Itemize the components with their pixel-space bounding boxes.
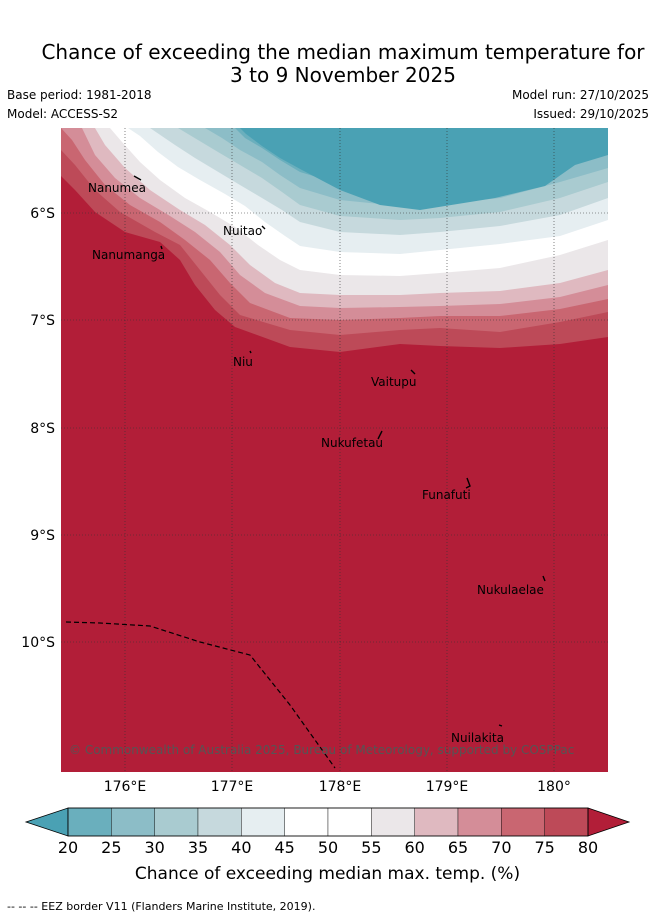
- islands: [133, 175, 546, 727]
- colorbar-swatch: [327, 807, 372, 837]
- eez-border: [65, 621, 336, 769]
- colorbar-label: Chance of exceeding median max. temp. (%…: [134, 864, 521, 884]
- graticule: [61, 128, 608, 772]
- island-nuitao: [261, 225, 266, 230]
- place-label: Nuitao: [223, 224, 262, 238]
- colorbar-swatch: [197, 807, 242, 837]
- island-nukulaelae: [542, 575, 546, 582]
- colorbar-swatch: [544, 807, 589, 837]
- place-label: Nuilakita: [451, 731, 504, 745]
- colorbar-tick: 35: [188, 838, 208, 857]
- lon-axis: 176°E 177°E 178°E 179°E 180°: [104, 779, 571, 795]
- contour-band-below-20: [240, 128, 608, 210]
- copyright-notice: © Commonwealth of Australia 2025, Bureau…: [69, 743, 574, 757]
- issued-date: Issued: 29/10/2025: [533, 107, 649, 121]
- colorbar-tick: 75: [534, 838, 554, 857]
- colorbar-swatch: [414, 807, 459, 837]
- lat-tick-label: 10°S: [21, 635, 55, 651]
- place-label: Nanumea: [88, 181, 146, 195]
- place-label: Funafuti: [422, 488, 471, 502]
- colorbar-tick: 60: [404, 838, 424, 857]
- chart-title: Chance of exceeding the median maximum t…: [0, 41, 655, 87]
- place-label: Nukufetau: [321, 436, 383, 450]
- lat-tick-label: 9°S: [30, 528, 55, 544]
- colorbar-tick: 50: [318, 838, 338, 857]
- title-line-1: Chance of exceeding the median maximum t…: [41, 40, 645, 64]
- lat-tick-label: 6°S: [30, 206, 55, 222]
- footer-note: -- -- -- EEZ border V11 (Flanders Marine…: [7, 900, 316, 913]
- colorbar-tick: 20: [58, 838, 78, 857]
- place-label: Nanumanga: [92, 248, 165, 262]
- colorbar-tick: 65: [448, 838, 468, 857]
- island-nuilakita: [498, 724, 503, 727]
- place-labels: Nanumea Nuitao Nanumanga Niu Vaitupu Nuk…: [88, 181, 544, 745]
- lat-tick-label: 8°S: [30, 421, 55, 437]
- base-period: Base period: 1981-2018: [7, 88, 152, 102]
- colorbar-tick: 30: [144, 838, 164, 857]
- colorbar-tick: 40: [231, 838, 251, 857]
- colorbar-outline: [67, 807, 589, 837]
- model-run: Model run: 27/10/2025: [511, 88, 649, 102]
- colorbar-extend-low: [24, 807, 69, 837]
- colorbar-swatch: [501, 807, 545, 837]
- colorbar-extend-high: [587, 807, 631, 837]
- model-name: Model: ACCESS-S2: [7, 107, 119, 121]
- colorbar-swatch: [67, 807, 112, 837]
- colorbar-tick-labels: 20 25 30 35 40 45 50 55 60 65 70 75 80: [58, 838, 598, 857]
- lat-axis: 6°S 7°S 8°S 9°S 10°S: [21, 206, 55, 651]
- place-label: Niu: [233, 355, 253, 369]
- lon-tick-label: 180°: [537, 779, 571, 795]
- place-label: Nukulaelae: [477, 583, 544, 597]
- colorbar-swatch: [284, 807, 329, 837]
- colorbar-tick: 25: [101, 838, 121, 857]
- place-label: Vaitupu: [371, 375, 417, 389]
- colorbar-tick: 70: [491, 838, 511, 857]
- lon-tick-label: 178°E: [319, 779, 362, 795]
- probability-contours: [61, 128, 608, 772]
- colorbar-swatch: [241, 807, 285, 837]
- island-nanumanga: [160, 245, 163, 250]
- lon-tick-label: 176°E: [104, 779, 147, 795]
- lat-tick-label: 7°S: [30, 313, 55, 329]
- island-funafuti: [465, 477, 471, 489]
- colorbar-tick: 45: [274, 838, 294, 857]
- island-nanumea: [133, 175, 142, 181]
- island-vaitupu: [410, 369, 416, 375]
- colorbar-tick: 55: [361, 838, 381, 857]
- colorbar-tick: 80: [578, 838, 598, 857]
- lon-tick-label: 179°E: [426, 779, 469, 795]
- island-nukufetau: [377, 430, 383, 440]
- lon-tick-label: 177°E: [211, 779, 254, 795]
- title-line-2: 3 to 9 November 2025: [230, 63, 456, 87]
- island-niu: [249, 350, 252, 354]
- colorbar-swatch: [457, 807, 502, 837]
- colorbar-swatch: [111, 807, 155, 837]
- colorbar-swatch: [371, 807, 415, 837]
- colorbar-swatch: [154, 807, 199, 837]
- colorbar: [24, 807, 631, 837]
